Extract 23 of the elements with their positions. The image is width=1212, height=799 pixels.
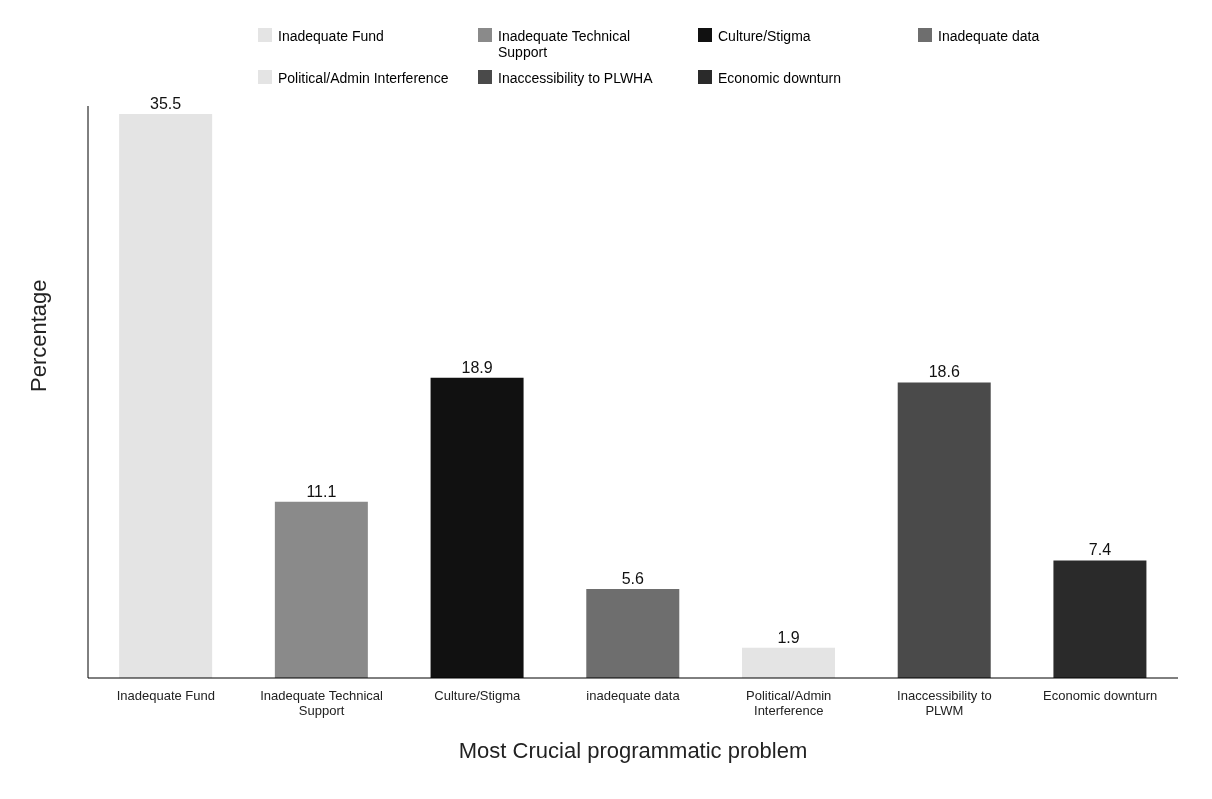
legend-label: Culture/Stigma [718, 28, 811, 44]
x-tick-label: Inadequate Fund [116, 688, 216, 703]
x-tick-label: Political/Admin Interference [746, 688, 832, 718]
data-label: 7.4 [1088, 541, 1112, 559]
legend-label: Inadequate Technical Support [498, 28, 632, 60]
data-label: 35.5 [150, 94, 182, 112]
x-tick-label: inadequate data [586, 688, 681, 703]
data-label: 1.9 [777, 628, 800, 646]
data-label: 5.6 [621, 570, 644, 588]
x-tick-label: Inaccessibility to PLWM [897, 688, 992, 718]
legend-label: Inadequate Fund [278, 28, 384, 44]
x-tick-label: Culture/Stigma [434, 688, 522, 703]
x-tick-label: Economic downturn [1043, 688, 1158, 703]
x-tick-label: Inadequate Technical Support [260, 688, 383, 718]
data-label: 11.1 [306, 482, 337, 500]
y-axis-title: Percentage [25, 279, 51, 392]
legend-label: Political/Admin Interference [278, 70, 449, 86]
legend-label: Inadequate data [938, 28, 1040, 44]
data-label: 18.9 [461, 358, 493, 376]
legend-label: Inaccessibility to PLWHA [498, 70, 653, 86]
data-label: 18.6 [928, 363, 960, 381]
legend-label: Economic downturn [718, 70, 841, 86]
x-axis-title: Most Crucial programmatic problem [458, 738, 808, 763]
